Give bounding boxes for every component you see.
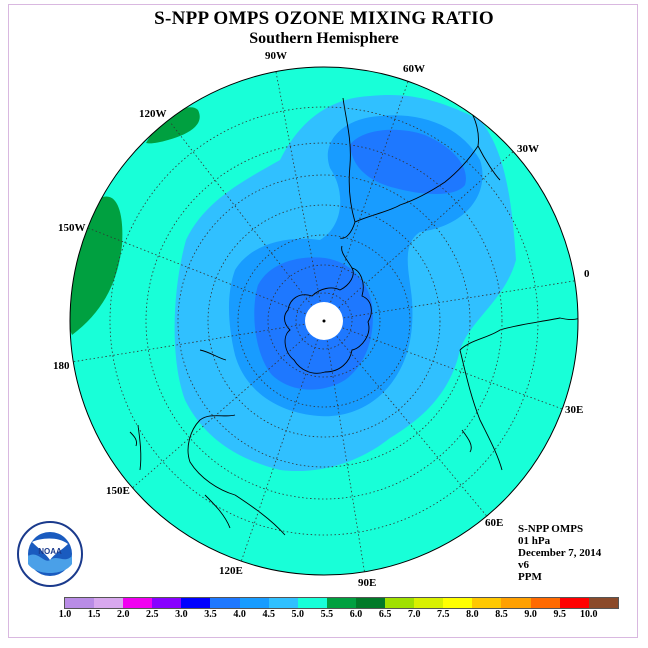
colorbar-tick-label: 6.0 bbox=[349, 609, 363, 620]
colorbar-tick-label: 6.5 bbox=[378, 609, 392, 620]
colorbar-swatch bbox=[94, 598, 124, 608]
colorbar-swatch bbox=[152, 598, 182, 608]
product-info: S-NPP OMPS 01 hPa December 7, 2014 v6 PP… bbox=[518, 523, 601, 583]
colorbar-tick-label: 10.0 bbox=[580, 609, 598, 620]
graticule bbox=[71, 71, 578, 575]
colorbar-tick-label: 8.5 bbox=[495, 609, 508, 620]
info-units: PPM bbox=[518, 571, 542, 583]
colorbar-tick-label: 3.5 bbox=[204, 609, 217, 620]
coastlines bbox=[129, 97, 578, 536]
lon-label-150e: 150E bbox=[106, 485, 130, 497]
colorbar-swatch bbox=[65, 598, 95, 608]
info-instrument: S-NPP OMPS bbox=[518, 523, 584, 535]
lon-label-120w: 120W bbox=[139, 108, 167, 120]
colorbar-swatch bbox=[239, 598, 269, 608]
colorbar-swatch bbox=[326, 598, 356, 608]
colorbar-swatch bbox=[181, 598, 211, 608]
map-title: S-NPP OMPS OZONE MIXING RATIO bbox=[154, 8, 494, 29]
map-subtitle: Southern Hemisphere bbox=[249, 30, 399, 47]
colorbar-swatch bbox=[355, 598, 386, 608]
lon-label-30w: 30W bbox=[517, 143, 539, 155]
colorbar-swatch bbox=[385, 598, 415, 608]
svg-text:NOAA: NOAA bbox=[38, 547, 62, 556]
colorbar-tick-label: 4.5 bbox=[262, 609, 275, 620]
colorbar-swatch bbox=[559, 598, 589, 608]
colorbar-swatch bbox=[530, 598, 560, 608]
colorbar-tick-label: 7.5 bbox=[437, 609, 450, 620]
colorbar-tick-label: 9.0 bbox=[524, 609, 537, 620]
colorbar-tick-label: 7.0 bbox=[407, 609, 421, 620]
colorbar-swatch bbox=[443, 598, 473, 608]
lon-label-60e: 60E bbox=[485, 517, 504, 529]
colorbar-tick-label: 5.5 bbox=[320, 609, 334, 620]
colorbar-swatch bbox=[268, 598, 298, 608]
colorbar-swatch bbox=[210, 598, 240, 608]
colorbar-tick-label: 4.0 bbox=[233, 609, 246, 620]
ozone-field-3-0-to-3-5-america bbox=[350, 129, 466, 194]
colorbar-tick-label: 8.0 bbox=[466, 609, 479, 620]
lon-label-30e: 30E bbox=[565, 404, 584, 416]
info-pressure-level: 01 hPa bbox=[518, 535, 551, 547]
lon-label-90e: 90E bbox=[358, 577, 377, 589]
colorbar-swatch bbox=[588, 598, 618, 608]
lon-label-180: 180 bbox=[53, 360, 70, 372]
colorbar-tick-label: 1.5 bbox=[87, 609, 101, 620]
lon-label-60w: 60W bbox=[403, 63, 425, 75]
colorbar-swatch bbox=[472, 598, 502, 608]
colorbar-tick-label: 2.5 bbox=[146, 609, 159, 620]
colorbar-swatch bbox=[501, 598, 531, 608]
noaa-logo: NOAA bbox=[17, 521, 83, 587]
map-boundary bbox=[69, 66, 579, 576]
info-version: v6 bbox=[518, 559, 529, 571]
colorbar-tick-label: 5.0 bbox=[291, 609, 305, 620]
colorbar-tick-label: 2.0 bbox=[116, 609, 130, 620]
colorbar-swatch bbox=[414, 598, 444, 608]
lon-label-120e: 120E bbox=[219, 565, 243, 577]
colorbar-swatch bbox=[297, 598, 327, 608]
colorbar bbox=[64, 597, 619, 609]
ozone-patch-5-0-to-5-5-a bbox=[146, 107, 200, 144]
south-pole-marker bbox=[322, 319, 326, 323]
lon-label-90w: 90W bbox=[265, 50, 287, 62]
ozone-patch-5-0-to-5-5-b bbox=[70, 196, 123, 335]
lon-label-150w: 150W bbox=[58, 222, 86, 234]
colorbar-tick-label: 1.0 bbox=[58, 609, 72, 620]
colorbar-tick-label: 9.5 bbox=[553, 609, 566, 620]
info-date: December 7, 2014 bbox=[518, 547, 602, 559]
lon-label-0: 0 bbox=[584, 268, 590, 280]
colorbar-swatch bbox=[123, 598, 153, 608]
colorbar-ticks: 1.0 1.5 2.0 2.5 3.0 3.5 4.0 4.5 5.0 5.5 6.0 6.5 7.0 7… bbox=[0, 609, 648, 623]
colorbar-tick-label: 3.0 bbox=[175, 609, 188, 620]
figure-frame bbox=[8, 4, 638, 638]
